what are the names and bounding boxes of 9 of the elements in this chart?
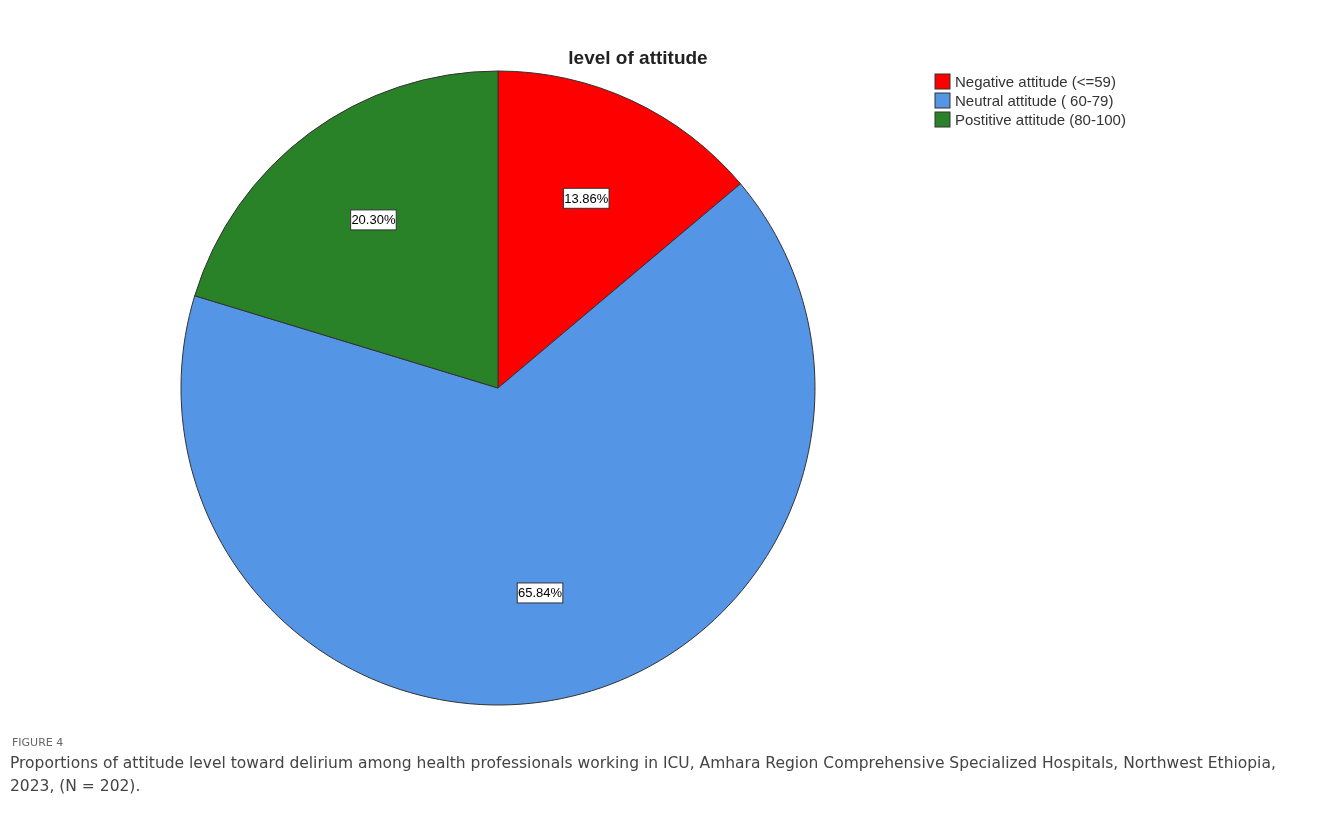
data-label: 20.30% [351, 212, 396, 228]
legend-label: Neutral attitude ( 60-79) [955, 92, 1114, 109]
caption: FIGURE 4 [12, 736, 64, 749]
data-label: 65.84% [517, 585, 563, 601]
legend-label: Negative attitude (<=59) [955, 73, 1116, 90]
legend-label: Postitive attitude (80-100) [955, 111, 1126, 128]
data-label: 13.86% [564, 190, 609, 206]
chart-title: level of attitude [568, 47, 708, 68]
text: Proportions of attitude level toward delirium among health professionals working in ICU, Amhara Region Comprehensive Specialized Hospitals, Northwest Ethiopia, 2023, (N = 202). [10, 753, 1277, 797]
